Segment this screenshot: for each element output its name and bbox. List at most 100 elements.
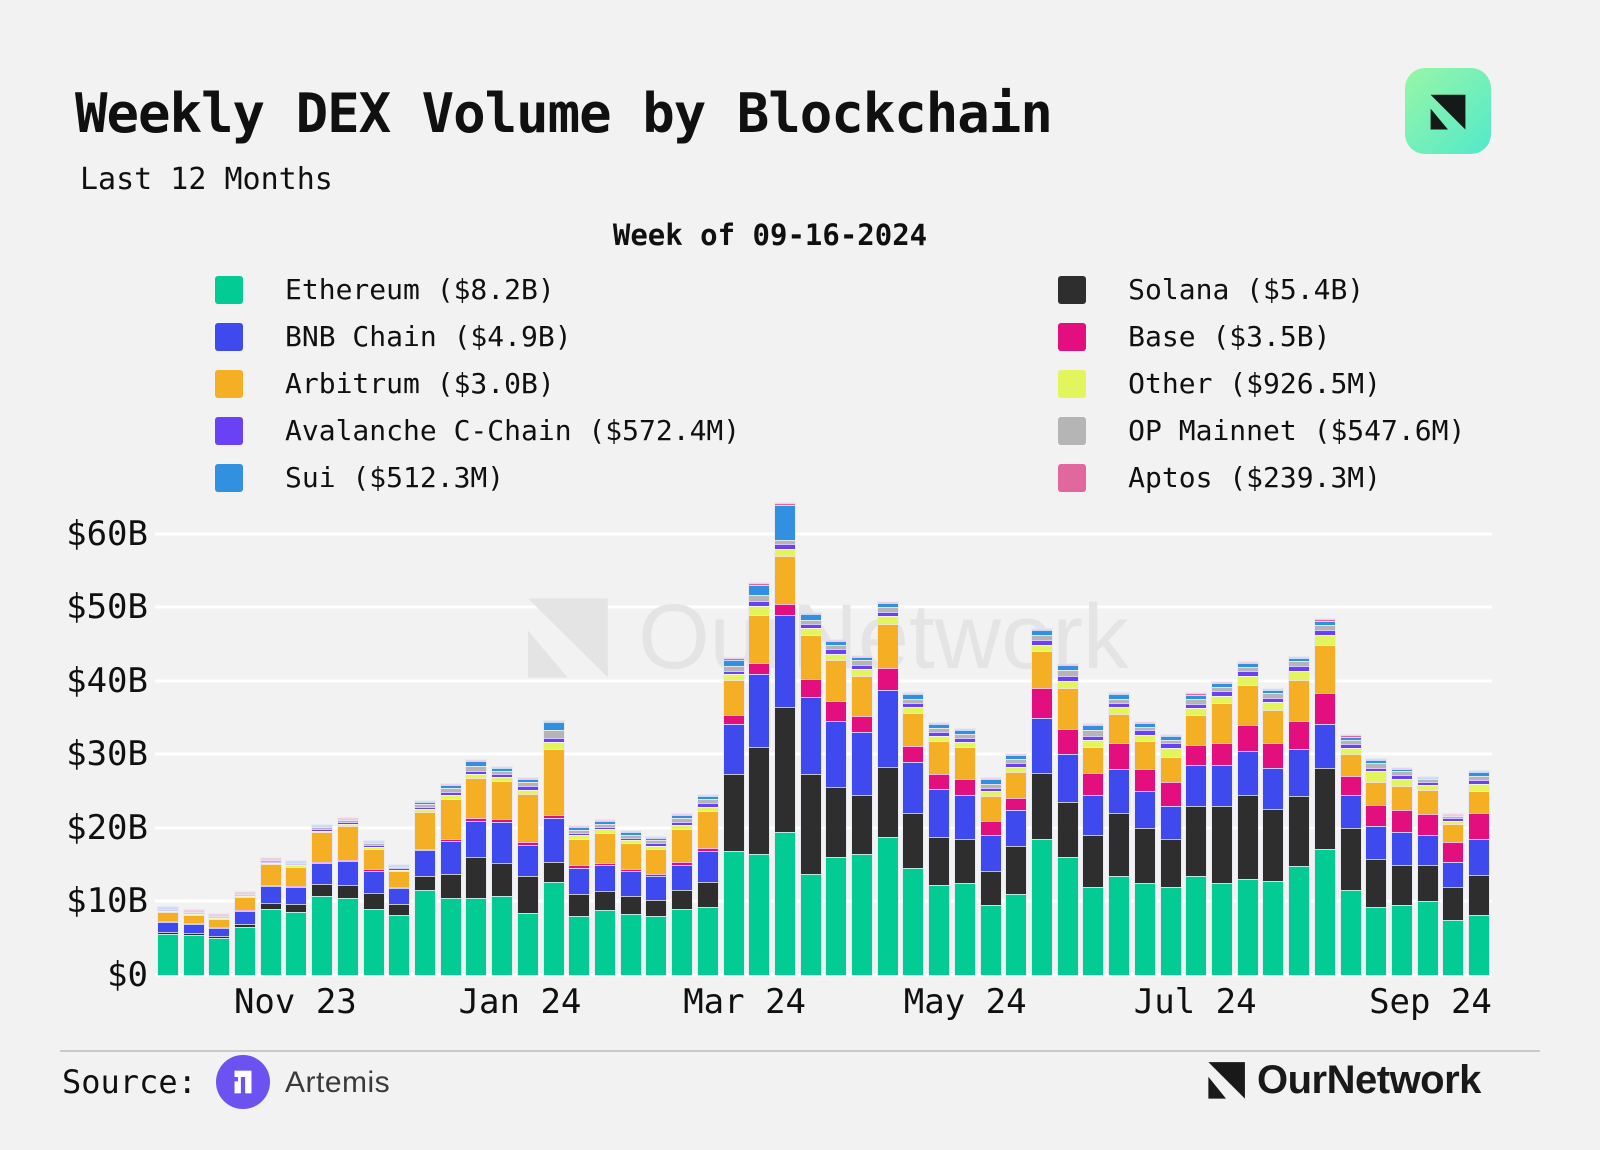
segment-solana[interactable] [1366,858,1387,907]
segment-bnb-chain[interactable] [826,721,847,788]
segment-avalanche-c-chain[interactable] [929,732,950,737]
segment-arbitrum[interactable] [1469,791,1490,814]
segment-base[interactable] [1443,841,1464,862]
segment-other[interactable] [1417,785,1438,791]
segment-sui[interactable] [363,842,384,844]
segment-bnb-chain[interactable] [749,673,770,748]
segment-solana[interactable] [183,933,204,936]
segment-aptos[interactable] [826,640,847,642]
segment-solana[interactable] [209,935,230,939]
segment-sui[interactable] [260,859,281,861]
segment-op-mainnet[interactable] [1186,699,1207,704]
segment-base[interactable] [1340,776,1361,795]
segment-solana[interactable] [646,900,667,917]
segment-other[interactable] [517,789,538,795]
segment-ethereum[interactable] [980,905,1001,975]
segment-arbitrum[interactable] [543,748,564,815]
segment-ethereum[interactable] [594,910,615,975]
segment-ethereum[interactable] [260,908,281,975]
segment-op-mainnet[interactable] [414,803,435,807]
segment-ethereum[interactable] [1134,883,1155,975]
segment-sui[interactable] [877,602,898,608]
segment-avalanche-c-chain[interactable] [492,774,513,778]
segment-bnb-chain[interactable] [646,876,667,900]
bar-week-50[interactable] [1417,776,1438,975]
segment-ethereum[interactable] [1237,879,1258,975]
segment-sui[interactable] [337,818,358,821]
segment-sui[interactable] [594,821,615,824]
legend-item-base[interactable]: Base ($3.5B) [1058,313,1465,360]
segment-avalanche-c-chain[interactable] [749,600,770,606]
segment-sui[interactable] [1212,683,1233,687]
bar-week-21[interactable] [672,814,693,975]
segment-ethereum[interactable] [1443,919,1464,975]
segment-solana[interactable] [1186,805,1207,876]
segment-op-mainnet[interactable] [620,834,641,838]
segment-other[interactable] [1314,635,1335,645]
segment-arbitrum[interactable] [1057,688,1078,729]
segment-base[interactable] [1083,772,1104,795]
bar-week-41[interactable] [1186,693,1207,975]
segment-aptos[interactable] [1314,619,1335,622]
segment-bnb-chain[interactable] [1263,768,1284,809]
segment-arbitrum[interactable] [723,680,744,716]
bar-week-24[interactable] [749,583,770,975]
segment-other[interactable] [1392,778,1412,787]
segment-other[interactable] [594,829,615,834]
segment-sui[interactable] [234,892,255,894]
segment-arbitrum[interactable] [569,838,590,866]
segment-bnb-chain[interactable] [877,689,898,767]
segment-other[interactable] [1160,747,1181,757]
segment-bnb-chain[interactable] [1134,791,1155,828]
segment-sui[interactable] [312,825,333,827]
segment-op-mainnet[interactable] [234,893,255,895]
segment-ethereum[interactable] [1469,914,1490,975]
bar-week-16[interactable] [543,720,564,975]
segment-arbitrum[interactable] [1032,651,1053,689]
segment-base[interactable] [1237,725,1258,751]
segment-ethereum[interactable] [1212,883,1233,975]
segment-op-mainnet[interactable] [1057,669,1078,676]
segment-aptos[interactable] [157,906,178,908]
segment-op-mainnet[interactable] [440,787,461,792]
segment-base[interactable] [543,814,564,818]
segment-solana[interactable] [157,931,178,934]
segment-base[interactable] [1417,813,1438,836]
segment-arbitrum[interactable] [620,843,641,870]
segment-op-mainnet[interactable] [800,619,821,624]
segment-solana[interactable] [1160,838,1181,887]
segment-other[interactable] [389,869,410,871]
bar-week-26[interactable] [800,612,821,975]
segment-avalanche-c-chain[interactable] [1392,775,1412,779]
segment-op-mainnet[interactable] [1417,779,1438,783]
segment-op-mainnet[interactable] [286,862,307,865]
segment-solana[interactable] [1289,796,1310,867]
segment-sui[interactable] [723,659,744,667]
segment-aptos[interactable] [1366,758,1387,761]
segment-ethereum[interactable] [312,895,333,975]
segment-sui[interactable] [414,802,435,804]
segment-solana[interactable] [1057,802,1078,858]
segment-bnb-chain[interactable] [286,886,307,905]
segment-sui[interactable] [517,778,538,782]
segment-bnb-chain[interactable] [620,871,641,897]
segment-bnb-chain[interactable] [723,724,744,775]
segment-aptos[interactable] [312,824,333,826]
segment-avalanche-c-chain[interactable] [1109,702,1130,708]
segment-solana[interactable] [543,861,564,883]
segment-ethereum[interactable] [1109,875,1130,975]
segment-arbitrum[interactable] [980,795,1001,822]
segment-arbitrum[interactable] [1263,709,1284,743]
segment-other[interactable] [1057,680,1078,689]
segment-ethereum[interactable] [363,908,384,975]
segment-aptos[interactable] [1083,723,1104,726]
segment-base[interactable] [209,926,230,928]
segment-arbitrum[interactable] [440,798,461,839]
segment-ethereum[interactable] [1392,905,1412,975]
segment-solana[interactable] [337,884,358,898]
legend-item-aptos[interactable]: Aptos ($239.3M) [1058,454,1465,501]
segment-avalanche-c-chain[interactable] [466,770,487,775]
segment-other[interactable] [543,741,564,749]
segment-sui[interactable] [1340,736,1361,740]
segment-solana[interactable] [363,892,384,909]
